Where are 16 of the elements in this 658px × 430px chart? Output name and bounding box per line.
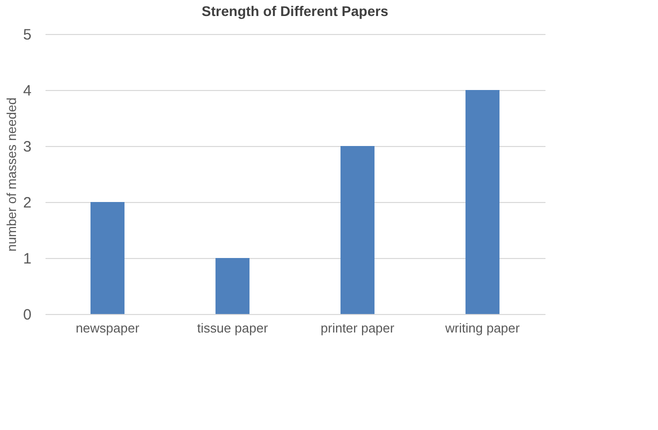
x-tick-label: printer paper <box>320 320 396 336</box>
y-tick-label: 5 <box>23 26 32 44</box>
y-axis-title: number of masses needed <box>4 98 20 252</box>
x-tick-label: writing paper <box>444 320 520 336</box>
y-tick-label: 1 <box>23 250 32 268</box>
x-tick-label: tissue paper <box>197 320 269 336</box>
bar <box>216 258 250 314</box>
bar <box>90 202 124 314</box>
y-tick-label: 0 <box>23 306 32 324</box>
bar <box>340 146 374 314</box>
chart-title: Strength of Different Papers <box>202 3 389 19</box>
y-tick-label: 2 <box>23 194 32 212</box>
y-tick-label: 3 <box>23 138 32 156</box>
y-tick-label: 4 <box>23 82 32 100</box>
bar <box>466 90 500 314</box>
x-tick-label: newspaper <box>76 320 140 336</box>
